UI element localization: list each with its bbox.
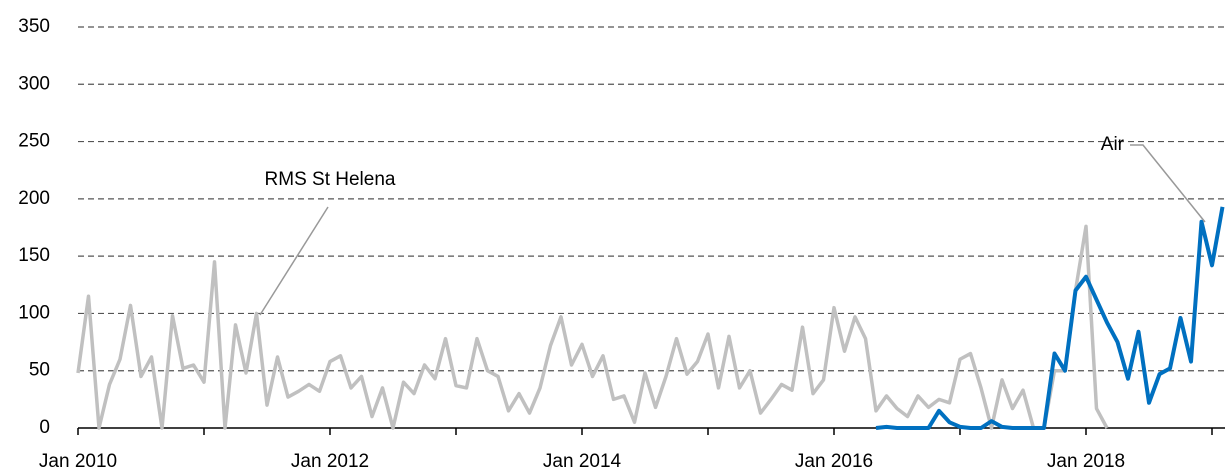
x-tick-label: Jan 2014 xyxy=(543,451,622,470)
leader-line xyxy=(1130,144,1206,223)
y-tick-label: 250 xyxy=(18,131,50,152)
series-line xyxy=(875,206,1225,430)
x-tick-label: Jan 2016 xyxy=(795,451,873,470)
y-tick-label: 300 xyxy=(18,73,50,94)
leader-line xyxy=(259,206,329,316)
series-line xyxy=(76,224,1109,430)
x-tick-label: Jan 2012 xyxy=(291,451,369,470)
y-tick-label: 100 xyxy=(18,302,50,323)
y-tick-label: 0 xyxy=(39,417,50,438)
y-tick-label: 200 xyxy=(18,188,50,209)
series-label: RMS St Helena xyxy=(265,169,396,190)
y-tick-label: 150 xyxy=(18,245,50,266)
y-tick-label: 50 xyxy=(29,360,50,381)
series-label: Air xyxy=(1101,134,1125,155)
x-tick-label: Jan 2018 xyxy=(1047,451,1125,470)
x-tick-label: Jan 2010 xyxy=(39,451,117,470)
y-tick-label: 350 xyxy=(18,16,50,37)
